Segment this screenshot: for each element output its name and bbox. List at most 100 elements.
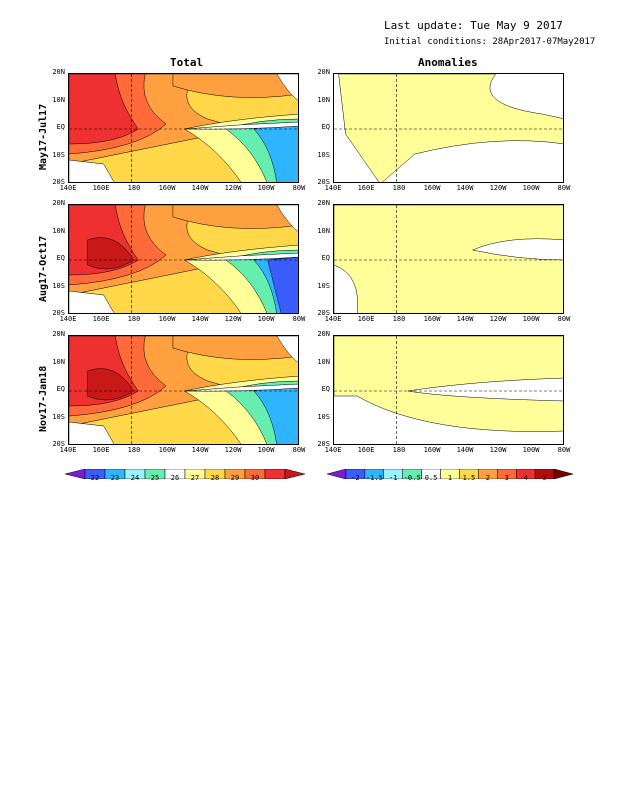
y-tick-label: 10S (52, 281, 65, 290)
row-label-3: Nov17-Jan18 (38, 365, 49, 432)
y-tick-label: EQ (56, 385, 65, 393)
colorbar-label: 1.5 (462, 474, 476, 482)
colorbar-cell (553, 468, 574, 480)
x-tick-label: 100W (257, 315, 275, 323)
anomaly-panel-2 (333, 204, 564, 314)
x-tick-label: 140W (191, 446, 209, 454)
x-tick-label: 160E (357, 446, 375, 454)
colorbar-label: 30 (250, 474, 260, 482)
y-tick-label: 20N (317, 68, 330, 76)
x-tick-label: 120W (224, 184, 242, 192)
x-tick-label: 80W (557, 315, 571, 323)
colorbar-label: 26 (170, 474, 180, 482)
y-tick-label: EQ (321, 123, 330, 131)
y-tick-label: 10N (317, 357, 330, 366)
x-tick-label: 80W (292, 446, 306, 454)
colorbar-label: 25 (150, 474, 160, 482)
x-tick-label: 140E (324, 315, 342, 323)
field-map (334, 205, 563, 313)
field-map (334, 336, 563, 444)
colorbar-label: 29 (230, 474, 240, 482)
x-tick-label: 100W (257, 446, 275, 454)
anomaly-panel-1 (333, 73, 564, 183)
x-tick-label: 160E (92, 184, 110, 192)
y-tick-label: 10N (317, 226, 330, 235)
y-tick-label: 20S (317, 178, 330, 186)
y-tick-label: 20N (317, 330, 330, 338)
x-tick-label: 140E (59, 315, 77, 323)
x-tick-label: 180 (127, 184, 141, 192)
y-tick-label: 10S (52, 150, 65, 159)
y-tick-label: EQ (56, 254, 65, 262)
x-tick-label: 120W (224, 446, 242, 454)
x-tick-label: 160E (92, 446, 110, 454)
x-tick-label: 160E (357, 315, 375, 323)
colorbar-total: 22 23 24 25 26 27 28 29 30 (64, 464, 309, 483)
colorbar-cell (264, 468, 286, 480)
x-tick-label: 140E (324, 184, 342, 192)
x-tick-label: 160W (158, 446, 176, 454)
x-tick-label: 160W (158, 184, 176, 192)
y-tick-label: 10N (52, 357, 65, 366)
y-tick-label: 10S (317, 281, 330, 290)
x-tick-label: 140E (59, 446, 77, 454)
x-tick-label: 160W (158, 315, 176, 323)
x-tick-label: 100W (257, 184, 275, 192)
x-tick-label: 120W (224, 315, 242, 323)
last-update-text: Last update: Tue May 9 2017 (384, 19, 563, 32)
x-tick-label: 120W (489, 184, 507, 192)
y-tick-label: 10N (52, 226, 65, 235)
x-tick-label: 100W (522, 184, 540, 192)
x-tick-label: 140W (456, 446, 474, 454)
x-tick-label: 140W (456, 315, 474, 323)
y-tick-label: 20S (317, 309, 330, 317)
column-title-anomalies: Anomalies (418, 56, 478, 69)
x-tick-label: 160W (423, 184, 441, 192)
colorbar-label: 5 (542, 474, 547, 482)
y-tick-label: 10S (317, 412, 330, 421)
x-tick-label: 100W (522, 446, 540, 454)
x-tick-label: 180 (392, 315, 406, 323)
colorbar-label: 23 (110, 474, 120, 482)
total-panel-3 (68, 335, 299, 445)
field-map (69, 74, 298, 182)
y-tick-label: 10N (52, 95, 65, 104)
x-tick-label: 100W (522, 315, 540, 323)
y-tick-label: 20N (52, 330, 65, 338)
y-tick-label: 20N (52, 68, 65, 76)
x-tick-label: 160E (92, 315, 110, 323)
x-tick-label: 140W (456, 184, 474, 192)
y-tick-label: EQ (56, 123, 65, 131)
colorbar-label: 28 (210, 474, 220, 482)
x-tick-label: 160W (423, 446, 441, 454)
colorbar-label: 27 (190, 474, 200, 482)
row-label-1: May17-Jul17 (38, 103, 49, 170)
colorbar-label: 0.5 (424, 474, 438, 482)
y-tick-label: 10S (317, 150, 330, 159)
x-tick-label: 180 (127, 446, 141, 454)
x-tick-label: 80W (292, 315, 306, 323)
y-tick-label: EQ (321, 254, 330, 262)
total-panel-1 (68, 73, 299, 183)
colorbar-label: 3 (504, 474, 509, 482)
colorbar-label: -1.5 (365, 474, 383, 482)
y-tick-label: 20N (317, 199, 330, 207)
column-title-total: Total (170, 56, 204, 69)
y-tick-label: 20N (52, 199, 65, 207)
x-tick-label: 180 (392, 184, 406, 192)
x-tick-label: 80W (557, 184, 571, 192)
field-map (69, 205, 298, 313)
x-tick-label: 140W (191, 315, 209, 323)
y-tick-label: EQ (321, 385, 330, 393)
y-tick-label: 10N (317, 95, 330, 104)
row-label-2: Aug17-Oct17 (38, 235, 49, 302)
y-tick-label: 20S (52, 178, 65, 186)
colorbar-label: 24 (130, 474, 140, 482)
x-tick-label: 180 (127, 315, 141, 323)
x-tick-label: 160E (357, 184, 375, 192)
y-tick-label: 20S (52, 440, 65, 448)
y-tick-label: 20S (52, 309, 65, 317)
x-tick-label: 140E (324, 446, 342, 454)
y-tick-label: 20S (317, 440, 330, 448)
colorbar-label: -1 (389, 474, 398, 482)
